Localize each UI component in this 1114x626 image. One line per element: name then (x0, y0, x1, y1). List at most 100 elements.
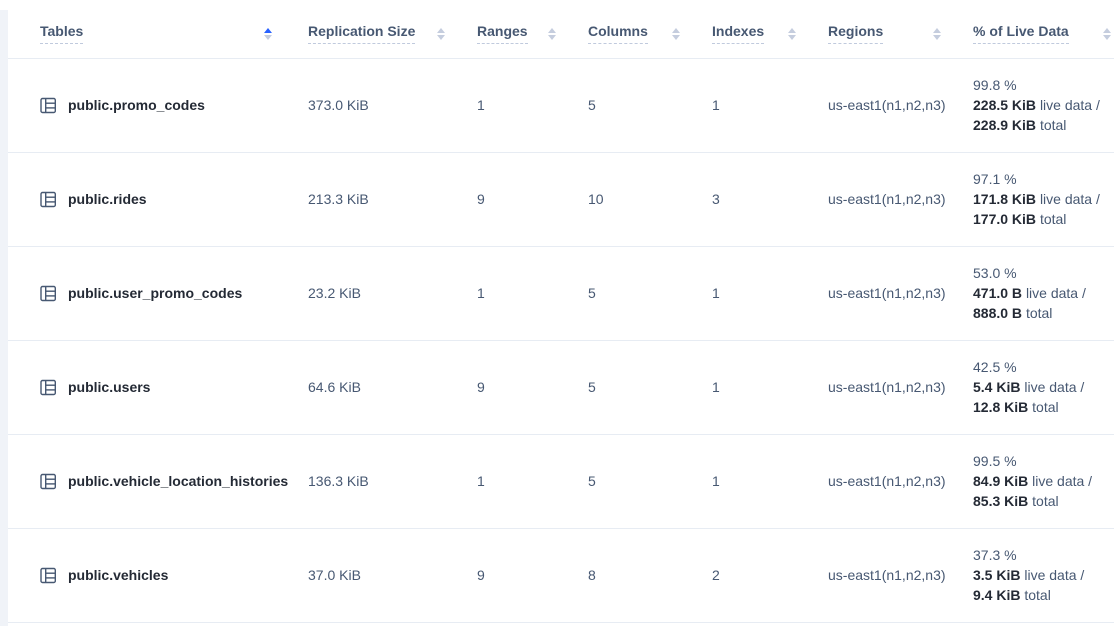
indexes-cell: 3 (712, 152, 828, 247)
replication-size-cell: 23.2 KiB (308, 246, 477, 341)
indexes-cell: 1 (712, 246, 828, 341)
replication-size-cell: 213.3 KiB (308, 152, 477, 247)
table-name-cell: public.vehicles (8, 528, 308, 623)
table-row[interactable]: public.users 64.6 KiB 9 5 1 us-east1(n1,… (8, 340, 1114, 435)
total-size-line: 85.3 KiB total (973, 493, 1059, 509)
sort-down-icon (1103, 34, 1111, 40)
sort-icon[interactable] (548, 27, 556, 40)
column-header-label: Regions (828, 23, 884, 45)
table-row[interactable]: public.vehicle_location_histories 136.3 … (8, 434, 1114, 529)
column-header-label: % of Live Data (973, 23, 1069, 45)
live-data-cell: 53.0 % 471.0 B live data / 888.0 B total (973, 246, 1114, 341)
sort-icon[interactable] (1103, 27, 1111, 40)
column-header-label: Columns (588, 23, 648, 45)
live-percent: 42.5 % (973, 359, 1017, 375)
sort-down-icon (264, 34, 272, 40)
table-row[interactable]: public.vehicles 37.0 KiB 9 8 2 us-east1(… (8, 528, 1114, 623)
column-header-live-data[interactable]: % of Live Data (973, 0, 1114, 59)
table-name-link[interactable]: public.vehicle_location_histories (68, 473, 289, 489)
table-row[interactable]: public.user_promo_codes 23.2 KiB 1 5 1 u… (8, 246, 1114, 341)
live-size-line: 171.8 KiB live data / (973, 191, 1100, 207)
table-name-cell: public.rides (8, 152, 308, 247)
table-name-cell: public.user_promo_codes (8, 246, 308, 341)
table-name-link[interactable]: public.user_promo_codes (68, 285, 243, 301)
sort-up-icon (437, 27, 445, 33)
total-size-line: 228.9 KiB total (973, 117, 1067, 133)
sort-down-icon (672, 34, 680, 40)
live-percent: 37.3 % (973, 547, 1017, 563)
sort-icon[interactable] (437, 27, 445, 40)
table-icon (40, 97, 57, 114)
replication-size-cell: 37.0 KiB (308, 528, 477, 623)
column-header-tables[interactable]: Tables (8, 0, 308, 59)
column-header-label: Replication Size (308, 23, 416, 45)
regions-cell: us-east1(n1,n2,n3) (828, 246, 973, 341)
sort-up-icon (933, 27, 941, 33)
sort-up-icon (788, 27, 796, 33)
total-size-line: 12.8 KiB total (973, 399, 1059, 415)
regions-cell: us-east1(n1,n2,n3) (828, 340, 973, 435)
table-name-link[interactable]: public.vehicles (68, 567, 169, 583)
sort-icon[interactable] (264, 27, 272, 40)
table-icon (40, 567, 57, 584)
column-header-ranges[interactable]: Ranges (477, 0, 588, 59)
live-size-line: 228.5 KiB live data / (973, 97, 1100, 113)
sort-icon[interactable] (672, 27, 680, 40)
sort-icon[interactable] (933, 27, 941, 40)
ranges-cell: 9 (477, 528, 588, 623)
regions-cell: us-east1(n1,n2,n3) (828, 528, 973, 623)
table-row[interactable]: public.rides 213.3 KiB 9 10 3 us-east1(n… (8, 152, 1114, 247)
regions-cell: us-east1(n1,n2,n3) (828, 58, 973, 153)
live-data-cell: 97.1 % 171.8 KiB live data / 177.0 KiB t… (973, 152, 1114, 247)
column-header-regions[interactable]: Regions (828, 0, 973, 59)
live-size-line: 5.4 KiB live data / (973, 379, 1085, 395)
table-icon (40, 379, 57, 396)
table-name-cell: public.vehicle_location_histories (8, 434, 308, 529)
column-header-indexes[interactable]: Indexes (712, 0, 828, 59)
columns-cell: 8 (588, 528, 712, 623)
sort-up-icon (548, 27, 556, 33)
replication-size-cell: 64.6 KiB (308, 340, 477, 435)
live-percent: 99.5 % (973, 453, 1017, 469)
columns-cell: 5 (588, 340, 712, 435)
ranges-cell: 9 (477, 152, 588, 247)
ranges-cell: 1 (477, 246, 588, 341)
database-tables-table: Tables Replication Size Ranges (8, 0, 1114, 623)
live-size-line: 471.0 B live data / (973, 285, 1086, 301)
total-size-line: 888.0 B total (973, 305, 1053, 321)
table-row[interactable]: public.promo_codes 373.0 KiB 1 5 1 us-ea… (8, 58, 1114, 153)
columns-cell: 5 (588, 434, 712, 529)
table-name-link[interactable]: public.users (68, 379, 151, 395)
table-name-cell: public.promo_codes (8, 58, 308, 153)
column-header-columns[interactable]: Columns (588, 0, 712, 59)
sort-down-icon (788, 34, 796, 40)
table-icon (40, 285, 57, 302)
total-size-line: 9.4 KiB total (973, 587, 1051, 603)
indexes-cell: 1 (712, 340, 828, 435)
table-name-link[interactable]: public.rides (68, 191, 147, 207)
sort-up-icon (264, 27, 272, 33)
regions-cell: us-east1(n1,n2,n3) (828, 434, 973, 529)
ranges-cell: 1 (477, 58, 588, 153)
column-header-replication-size[interactable]: Replication Size (308, 0, 477, 59)
sort-down-icon (437, 34, 445, 40)
columns-cell: 5 (588, 58, 712, 153)
columns-cell: 5 (588, 246, 712, 341)
sort-icon[interactable] (788, 27, 796, 40)
live-data-cell: 37.3 % 3.5 KiB live data / 9.4 KiB total (973, 528, 1114, 623)
live-data-cell: 99.8 % 228.5 KiB live data / 228.9 KiB t… (973, 58, 1114, 153)
ranges-cell: 1 (477, 434, 588, 529)
live-percent: 53.0 % (973, 265, 1017, 281)
sort-down-icon (933, 34, 941, 40)
replication-size-cell: 136.3 KiB (308, 434, 477, 529)
table-header-row: Tables Replication Size Ranges (8, 0, 1114, 59)
total-size-line: 177.0 KiB total (973, 211, 1067, 227)
table-name-link[interactable]: public.promo_codes (68, 97, 205, 113)
table-icon (40, 191, 57, 208)
sort-down-icon (548, 34, 556, 40)
page-gutter (0, 10, 8, 626)
live-percent: 99.8 % (973, 77, 1017, 93)
sort-up-icon (1103, 27, 1111, 33)
replication-size-cell: 373.0 KiB (308, 58, 477, 153)
columns-cell: 10 (588, 152, 712, 247)
